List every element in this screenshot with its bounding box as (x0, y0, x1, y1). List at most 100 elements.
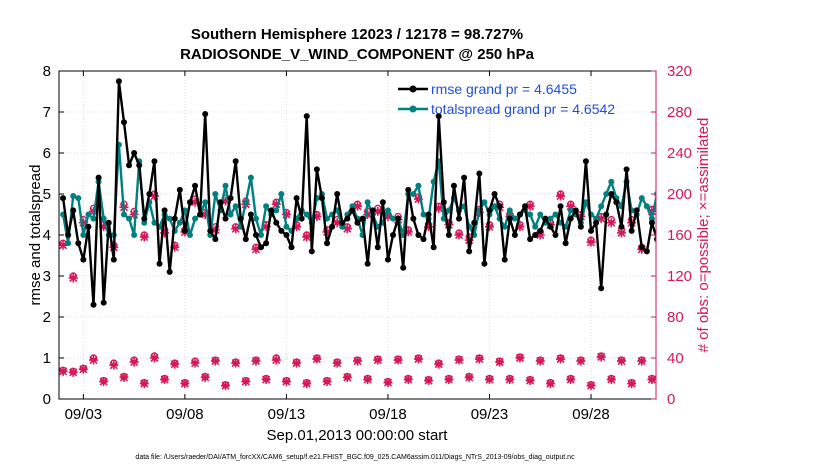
rmse-point (593, 219, 600, 226)
rmse-point (816, 199, 822, 205)
obs-assimilated-point (474, 354, 484, 364)
obs-assimilated-point (139, 379, 149, 389)
legend-rmse-label: rmse grand pr = 4.6455 (431, 81, 577, 97)
rmse-point (761, 273, 767, 279)
spread-point (339, 223, 346, 230)
rmse-point (105, 219, 112, 226)
spread-point (608, 178, 615, 185)
rmse-point (197, 211, 204, 218)
rmse-point (445, 232, 452, 238)
spread-point (126, 215, 133, 222)
obs-assimilated-point (495, 357, 505, 367)
obs-assimilated-point (59, 240, 68, 250)
obs-assimilated-point (149, 353, 159, 363)
rmse-point (522, 203, 529, 210)
obs-assimilated-point (556, 191, 566, 201)
rmse-point (324, 240, 331, 247)
obs-assimilated-point (231, 224, 241, 234)
obs-assimilated-point (525, 376, 535, 386)
obs-assimilated-point (484, 375, 494, 385)
obs-assimilated-point (281, 210, 291, 219)
rmse-point (126, 162, 133, 169)
obs-assimilated-point (556, 354, 566, 364)
rmse-point (781, 195, 787, 201)
rmse-point (115, 78, 122, 85)
y-right-tick-label: 0 (667, 391, 675, 408)
rmse-point (273, 219, 280, 226)
rmse-point (613, 199, 620, 206)
spread-point (791, 216, 797, 222)
obs-assimilated-point (393, 355, 403, 365)
x-tick-label: 09/18 (369, 406, 407, 423)
obs-assimilated-point (525, 201, 535, 211)
rmse-point (202, 111, 209, 118)
obs-assimilated-point (78, 364, 88, 374)
obs-assimilated-point (221, 381, 231, 391)
rmse-point (740, 236, 746, 242)
rmse-point (395, 215, 402, 222)
rmse-point (85, 223, 92, 230)
spread-point (735, 232, 741, 238)
obs-assimilated-point (535, 230, 545, 240)
rmse-point (379, 199, 386, 206)
rmse-point (313, 166, 320, 173)
rmse-point (212, 236, 219, 243)
x-tick-label: 09/08 (166, 406, 204, 423)
rmse-point (374, 244, 381, 251)
spread-point (679, 216, 685, 222)
spread-point (816, 216, 822, 222)
rmse-point (791, 257, 797, 263)
obs-assimilated-point (535, 356, 545, 366)
y-left-tick-label: 8 (43, 63, 51, 80)
spread-point (166, 215, 173, 222)
rmse-point (638, 244, 645, 251)
obs-assimilated-point (647, 206, 656, 216)
rmse-point (643, 248, 650, 255)
obs-assimilated-point (454, 355, 464, 365)
rmse-point (582, 158, 589, 165)
y-axis-right-label: # of obs: o=possible; ×=assimilated (695, 118, 712, 353)
rmse-point (131, 150, 138, 156)
rmse-point (90, 301, 97, 308)
rmse-point (288, 244, 295, 251)
obs-assimilated-point (586, 237, 596, 247)
spread-point (806, 203, 812, 209)
rmse-point (80, 256, 87, 263)
obs-assimilated-point (353, 356, 362, 366)
spread-point (227, 211, 234, 218)
rmse-point (60, 195, 67, 202)
obs-assimilated-point (231, 358, 241, 368)
y-right-tick-label: 160 (667, 227, 692, 244)
obs-assimilated-point (627, 379, 637, 389)
rmse-point (552, 232, 559, 238)
spread-point (273, 207, 280, 214)
rmse-point (450, 182, 457, 189)
rmse-point (237, 215, 244, 222)
spread-point (481, 199, 488, 206)
rmse-point (303, 113, 310, 120)
rmse-point (435, 113, 442, 120)
spread-point (390, 215, 397, 222)
rmse-point (384, 256, 391, 263)
obs-assimilated-point (99, 377, 109, 387)
spread-point (252, 215, 259, 222)
spread-point (756, 207, 762, 213)
y-left-tick-label: 2 (43, 309, 51, 326)
spread-point (674, 207, 680, 213)
obs-assimilated-point (353, 201, 362, 211)
spread-point (745, 199, 751, 205)
y-axis-left-label: rmse and totalspread (27, 165, 44, 306)
obs-assimilated-point (119, 372, 129, 382)
rmse-point (430, 244, 437, 251)
rmse-point (440, 199, 447, 206)
rmse-point (192, 182, 199, 189)
rmse-point (776, 253, 782, 259)
obs-possible-point (659, 224, 665, 230)
obs-assimilated-point (342, 372, 352, 382)
rmse-point (735, 171, 741, 177)
rmse-point (263, 240, 270, 247)
rmse-point (603, 211, 610, 218)
spread-point (720, 220, 726, 226)
rmse-point (532, 232, 539, 238)
obs-assimilated-point (241, 377, 251, 387)
